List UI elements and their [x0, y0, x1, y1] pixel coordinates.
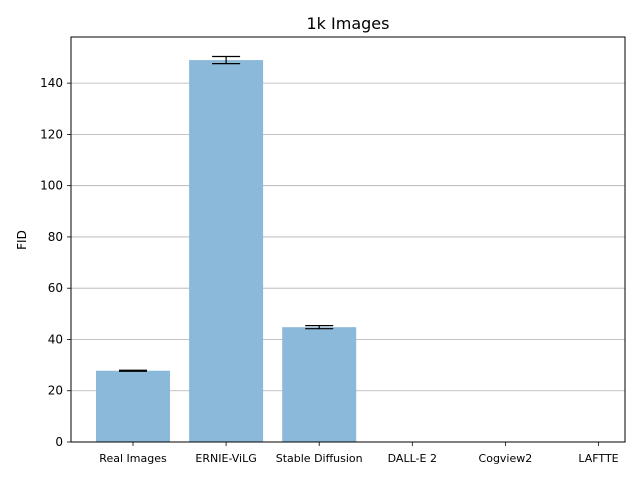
x-axis-ticks: Real Images ERNIE-ViLG Stable Diffusion DAL… — [99, 442, 619, 465]
y-tick-label: 20 — [48, 384, 63, 398]
y-axis-ticks: 0 20 40 60 80 100 120 140 — [40, 76, 71, 449]
bars — [96, 60, 357, 443]
y-tick-label: 60 — [48, 281, 63, 295]
bar — [96, 370, 170, 442]
x-tick-label: Stable Diffusion — [276, 452, 363, 465]
bar — [189, 60, 264, 443]
bar — [282, 327, 357, 442]
x-tick-label: Real Images — [99, 452, 167, 465]
x-tick-label: Cogview2 — [479, 452, 533, 465]
y-tick-label: 80 — [48, 230, 63, 244]
gridlines — [71, 82, 625, 392]
y-tick-label: 40 — [48, 332, 63, 346]
x-tick-label: ERNIE-ViLG — [195, 452, 256, 465]
plot-frame — [70, 36, 626, 443]
x-tick-label: DALL-E 2 — [388, 452, 437, 465]
y-tick-label: 100 — [40, 179, 63, 193]
y-tick-label: 120 — [40, 127, 63, 141]
y-tick-label: 140 — [40, 76, 63, 90]
y-tick-label: 0 — [55, 435, 63, 449]
x-tick-label: LAFTTE — [578, 452, 618, 465]
chart-title: 1k Images — [307, 14, 390, 33]
error-bars — [119, 55, 334, 372]
y-axis-label: FID — [15, 230, 29, 250]
